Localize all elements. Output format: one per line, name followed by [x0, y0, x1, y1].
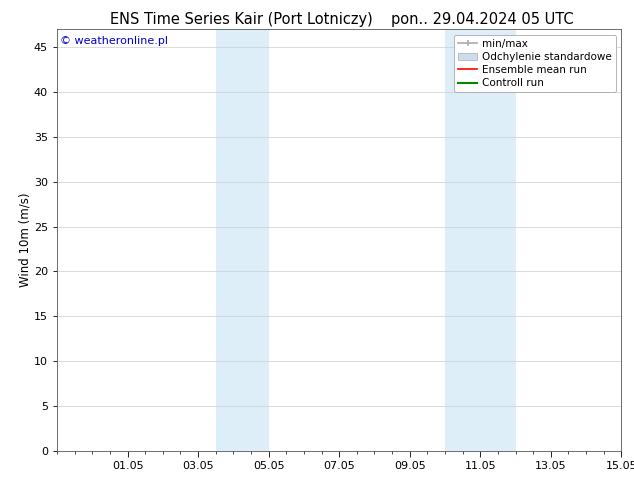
Text: pon.. 29.04.2024 05 UTC: pon.. 29.04.2024 05 UTC: [391, 12, 573, 27]
Y-axis label: Wind 10m (m/s): Wind 10m (m/s): [18, 193, 31, 287]
Bar: [445, 29, 515, 451]
Text: © weatheronline.pl: © weatheronline.pl: [60, 36, 168, 46]
Bar: [216, 29, 269, 451]
Text: ENS Time Series Kair (Port Lotniczy): ENS Time Series Kair (Port Lotniczy): [110, 12, 372, 27]
Legend: min/max, Odchylenie standardowe, Ensemble mean run, Controll run: min/max, Odchylenie standardowe, Ensembl…: [454, 35, 616, 92]
